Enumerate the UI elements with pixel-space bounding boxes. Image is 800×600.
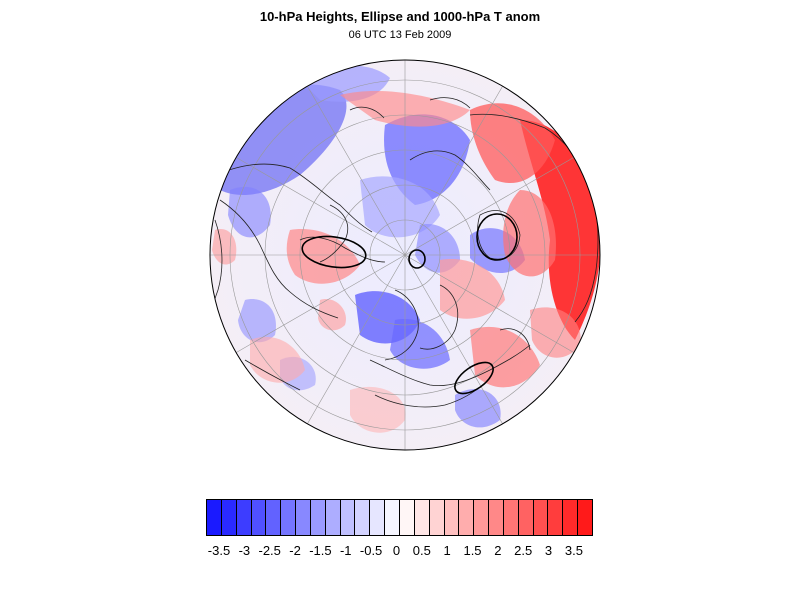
colorbar-swatch [266, 500, 282, 535]
colorbar-swatch [399, 500, 415, 535]
colorbar-swatch [444, 500, 460, 535]
colorbar-swatch [518, 500, 534, 535]
globe-outline [209, 59, 601, 451]
colorbar-tick-label: -2 [289, 543, 301, 558]
colorbar-tick-label: -3.5 [207, 543, 231, 558]
colorbar-swatch [221, 500, 237, 535]
colorbar-swatch [325, 500, 341, 535]
colorbar-tick-label: 0.5 [412, 543, 431, 558]
colorbar-tick-label: 3 [544, 543, 553, 558]
colorbar-swatch [489, 500, 504, 535]
colorbar-swatch [414, 500, 430, 535]
colorbar-swatch [207, 500, 222, 535]
colorbar-tick-label: -2.5 [258, 543, 281, 558]
colorbar-swatch [236, 500, 252, 535]
colorbar-swatch [533, 500, 549, 535]
ellipses [301, 213, 518, 395]
colorbar-swatch [370, 500, 386, 535]
colorbar-swatch [459, 500, 475, 535]
map-title: 10-hPa Heights, Ellipse and 1000-hPa T a… [259, 9, 541, 24]
colorbar-swatch [474, 500, 490, 535]
colorbar-tick-label: -1.5 [309, 543, 332, 558]
colorbar-swatch [310, 500, 326, 535]
colorbar-tick-label: 0 [392, 543, 401, 558]
colorbar-swatch [578, 500, 592, 535]
colorbar-tick-label: -3 [238, 543, 251, 558]
colorbar-swatch [296, 500, 311, 535]
colorbar-tick-label: -0.5 [359, 543, 383, 558]
colorbar-swatch [281, 500, 297, 535]
colorbar-labels: -3.5 -3 -2.5 -2 -1.5 -1 -0.5 0 0.5 1 1.5 2 2.5 3 3.5 [0, 543, 800, 563]
colorbar-swatch [355, 500, 371, 535]
colorbar-swatch [251, 500, 267, 535]
colorbar-swatch [429, 500, 445, 535]
colorbar [206, 499, 593, 536]
colorbar-swatch [548, 500, 564, 535]
colorbar-swatch [563, 500, 579, 535]
graticule [210, 60, 600, 450]
colorbar-tick-label: 2.5 [514, 543, 533, 558]
map-subtitle: 06 UTC 13 Feb 2009 [348, 29, 452, 41]
colorbar-tick-label: 1.5 [463, 543, 482, 558]
colorbar-tick-label: 1 [443, 543, 451, 558]
colorbar-swatch [385, 500, 400, 535]
colorbar-tick-label: 3.5 [564, 543, 583, 558]
colorbar-swatch [503, 500, 519, 535]
colorbar-swatch [340, 500, 356, 535]
colorbar-tick-label: 2 [494, 543, 502, 558]
colorbar-tick-label: -1 [339, 543, 352, 558]
